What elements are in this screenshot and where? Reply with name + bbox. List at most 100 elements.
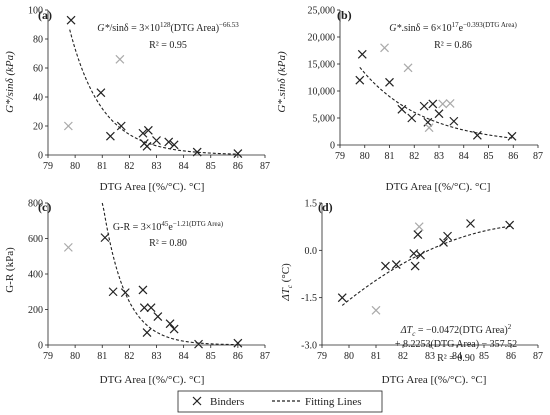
panel-c-xlabel: DTG Area [(%/°C). °C]: [100, 374, 205, 386]
panel-b-label: (b): [337, 8, 352, 22]
binder-point: [419, 101, 429, 111]
binder-point: [116, 121, 126, 131]
binder-point: [449, 116, 459, 126]
binder-point: [194, 339, 203, 349]
binder-point: [146, 303, 156, 313]
binder-point: [428, 99, 438, 109]
y-tick-label: -1.5: [301, 293, 317, 304]
x-tick-label: 83: [425, 351, 435, 362]
binder-point: [381, 261, 390, 271]
y-tick-label: 25,000: [308, 6, 336, 17]
x-tick-label: 81: [371, 351, 381, 362]
panel-b-fit: [359, 66, 514, 139]
binder-point: [355, 75, 365, 85]
panel-c: 79 80 81 82 83 84 85 86 87 0 200 400 600 800 (c) G-R …: [4, 199, 270, 387]
y-tick-label: 0: [38, 151, 43, 162]
x-tick-label: 79: [43, 351, 53, 362]
x-tick-label: 80: [70, 161, 80, 172]
binder-point: [164, 137, 174, 147]
binder-point: [443, 231, 452, 241]
binder-point: [142, 328, 152, 337]
y-tick-label: 20: [33, 122, 43, 133]
x-tick-label: 83: [152, 161, 162, 172]
x-tick-label: 84: [452, 351, 462, 362]
x-tick-label: 87: [533, 351, 543, 362]
panel-b-r2: R² = 0.86: [434, 40, 472, 51]
x-tick-label: 80: [360, 151, 370, 162]
x-tick-label: 79: [317, 351, 327, 362]
panel-a-points: [63, 15, 243, 158]
panel-c-ylabel: G-R (kPa): [4, 247, 16, 293]
binder-point: [108, 287, 118, 297]
x-tick-label: 87: [260, 161, 270, 172]
panel-a-ylabel: G*/sinδ (kPa): [4, 51, 16, 113]
y-tick-label: 15,000: [308, 60, 336, 71]
x-tick-label: 86: [506, 351, 516, 362]
binder-point: [507, 131, 517, 141]
x-tick-label: 81: [97, 161, 107, 172]
panel-c-label: (c): [38, 200, 51, 214]
panel-d-equation-2: + 8.2253(DTG Area) − 357.52: [395, 339, 517, 350]
binder-point: [105, 131, 115, 141]
x-tick-label: 81: [385, 151, 395, 162]
y-tick-label: 5,000: [313, 114, 336, 125]
x-tick-label: 80: [70, 351, 80, 362]
x-tick-label: 79: [335, 151, 345, 162]
x-tick-label: 80: [344, 351, 354, 362]
binder-point: [153, 312, 163, 322]
binder-point: [233, 338, 243, 348]
fit-curve: [359, 66, 514, 139]
x-tick-label: 84: [179, 351, 189, 362]
excluded-point: [63, 121, 73, 131]
x-tick-label: 85: [206, 161, 216, 172]
panel-d-axes: 79 80 81 82 83 84 85 86 87 -3.0 -1.5 0.0 1.5: [301, 199, 543, 363]
excluded-point: [115, 54, 125, 64]
fit-curve: [341, 225, 512, 306]
legend-binders-label: Binders: [210, 396, 244, 408]
y-tick-label: 20,000: [308, 33, 336, 44]
legend-fit-label: Fitting Lines: [305, 396, 362, 408]
panel-b-points: [355, 43, 517, 141]
binder-point: [138, 128, 148, 138]
panel-a-axes: 79 80 81 82 83 84 85 86 87 0 20 40 60 80 100: [28, 6, 270, 173]
panel-a-r2: R² = 0.95: [149, 40, 187, 51]
binder-point: [138, 285, 148, 295]
panel-c-axes: 79 80 81 82 83 84 85 86 87 0 200 400 600 800: [28, 199, 270, 363]
y-tick-label: 60: [33, 64, 43, 75]
x-tick-label: 82: [409, 151, 419, 162]
binder-point: [337, 293, 347, 303]
legend-marker-icon: [192, 396, 202, 406]
x-tick-label: 85: [206, 351, 216, 362]
x-tick-label: 87: [533, 151, 543, 162]
x-tick-label: 86: [508, 151, 518, 162]
binder-point: [66, 15, 76, 25]
x-tick-label: 84: [179, 161, 189, 172]
excluded-point: [403, 63, 413, 73]
y-tick-label: 0: [38, 341, 43, 352]
binder-point: [391, 260, 401, 269]
fit-curve: [69, 29, 238, 155]
y-tick-label: 200: [28, 305, 43, 316]
binder-point: [409, 249, 419, 258]
panel-d-label: (d): [318, 200, 333, 214]
binder-point: [397, 104, 407, 114]
panel-b-xlabel: DTG Area [(%/°C). °C]: [386, 181, 491, 193]
panel-c-r2: R² = 0.80: [149, 238, 187, 249]
y-tick-label: 600: [28, 234, 43, 245]
x-tick-label: 86: [233, 161, 243, 172]
x-tick-label: 86: [233, 351, 243, 362]
legend: Binders Fitting Lines: [177, 390, 383, 413]
binder-point: [139, 303, 149, 313]
y-tick-label: 0.0: [305, 246, 318, 257]
excluded-point: [380, 43, 389, 53]
binder-point: [434, 109, 444, 119]
x-tick-label: 87: [260, 351, 270, 362]
excluded-point: [424, 123, 434, 133]
binder-point: [466, 219, 475, 228]
excluded-point: [445, 98, 455, 108]
y-tick-label: 400: [28, 270, 43, 281]
binder-point: [233, 149, 243, 158]
x-tick-label: 85: [479, 351, 489, 362]
panel-b: 79 80 81 82 83 84 85 86 87 0 5,000 10,000 15,000 20,0…: [276, 6, 543, 194]
binder-point: [413, 230, 423, 239]
